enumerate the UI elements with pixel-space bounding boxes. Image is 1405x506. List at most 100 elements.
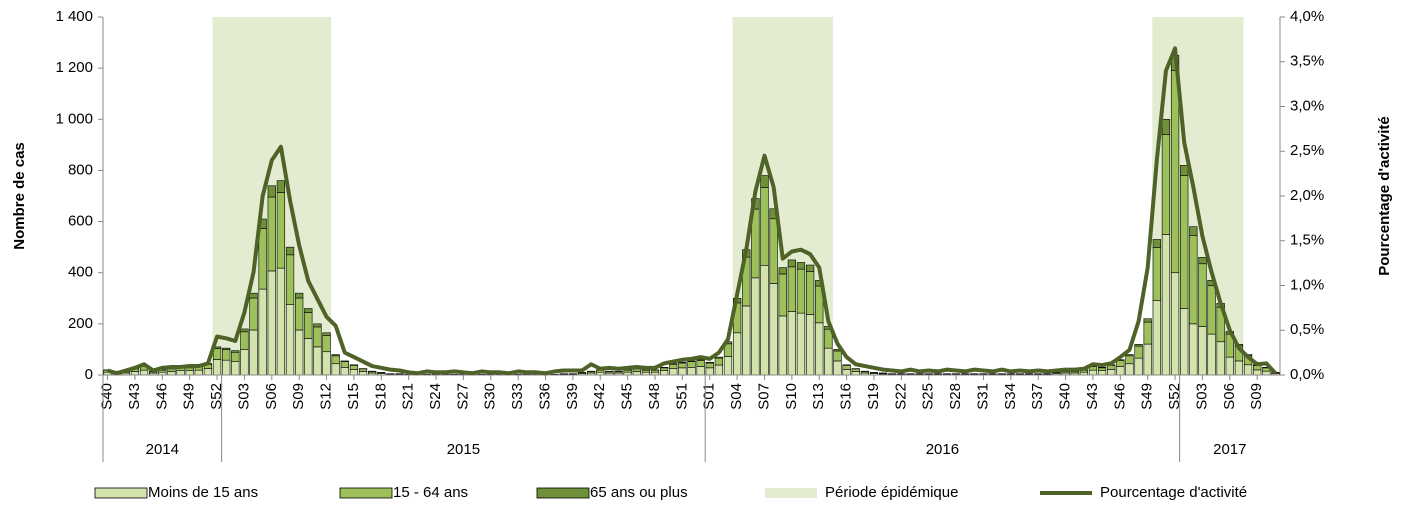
x-tick-label: S51 — [673, 383, 690, 410]
bar-segment — [349, 369, 359, 376]
x-tick-label: S27 — [454, 383, 471, 410]
x-tick-label: S52 — [208, 383, 225, 410]
bar-segment — [1198, 263, 1207, 327]
x-tick-label: S16 — [838, 383, 855, 410]
x-tick-label: S34 — [1002, 383, 1019, 410]
x-tick-label: S10 — [783, 383, 800, 410]
bar-segment — [805, 314, 815, 376]
bar-segment — [842, 364, 851, 366]
bar-segment — [1198, 326, 1207, 376]
legend-swatch — [339, 487, 393, 499]
y2-tick-label: 3,5% — [1290, 53, 1324, 70]
x-tick-label: S43 — [1084, 383, 1101, 410]
y-tick-label: 1 000 — [55, 110, 93, 127]
bar-segment — [313, 323, 322, 328]
bar-segment — [714, 357, 724, 366]
y2-axis-label: Pourcentage d'activité — [1376, 116, 1393, 275]
bar-segment — [915, 373, 924, 375]
bar-segment — [1125, 363, 1134, 376]
bar-segment — [1225, 356, 1234, 376]
x-tick-label: S46 — [153, 383, 170, 410]
bar-segment — [979, 373, 988, 375]
bar-segment — [231, 351, 240, 363]
bar-segment — [1097, 367, 1107, 371]
bar-segment — [231, 361, 240, 376]
x-tick-label: S04 — [728, 383, 745, 410]
bar-segment — [1253, 369, 1262, 376]
bar-segment — [1097, 367, 1107, 369]
bar-segment — [696, 359, 705, 361]
bar-segment — [970, 373, 979, 375]
bar-segment — [1180, 308, 1189, 376]
bar-segment — [687, 361, 696, 368]
bar-segment — [1134, 344, 1143, 347]
y2-tick-label: 0,0% — [1290, 366, 1324, 383]
bar-segment — [313, 326, 322, 348]
bar-segment — [1143, 343, 1152, 376]
bar-segment — [322, 335, 331, 353]
bar-segment — [842, 369, 851, 376]
y2-tick-label: 3,0% — [1290, 97, 1324, 114]
x-tick-label: S03 — [235, 383, 252, 410]
bar-segment — [1170, 272, 1180, 376]
x-tick-label: S06 — [1221, 383, 1238, 410]
bar-segment — [167, 371, 176, 376]
bar-segment — [1143, 318, 1152, 323]
bar-segment — [1143, 321, 1152, 345]
bar-segment — [240, 331, 249, 350]
bar-segment — [796, 268, 806, 314]
bar-segment — [742, 305, 751, 376]
bar-segment — [988, 373, 997, 375]
bar-segment — [285, 246, 295, 256]
x-tick-label: S39 — [564, 383, 581, 410]
bar-segment — [331, 355, 340, 365]
bar-segment — [249, 292, 258, 299]
bar-segment — [222, 349, 231, 361]
x-tick-label: S43 — [126, 383, 143, 410]
bar-segment — [167, 368, 176, 372]
group-label: 2017 — [1213, 441, 1246, 458]
bar-segment — [796, 312, 806, 376]
bar-segment — [1125, 355, 1134, 365]
bar-segment — [222, 347, 231, 350]
bar-segment — [1116, 360, 1125, 367]
y-tick-label: 0 — [85, 366, 93, 383]
bar-segment — [1116, 366, 1125, 376]
x-tick-label: S40 — [99, 383, 116, 410]
x-tick-label: S06 — [263, 383, 280, 410]
bar-segment — [559, 373, 568, 375]
x-tick-label: S01 — [701, 383, 718, 410]
x-tick-label: S40 — [1057, 383, 1074, 410]
bar-segment — [340, 367, 349, 376]
legend-swatch — [536, 487, 590, 499]
bar-segment — [751, 277, 760, 376]
group-label: 2015 — [447, 441, 480, 458]
bar-segment — [778, 267, 787, 275]
bar-segment — [641, 369, 651, 373]
bar-segment — [1097, 370, 1107, 376]
bar-segment — [787, 266, 796, 312]
x-tick-label: S21 — [400, 383, 417, 410]
y2-tick-label: 2,0% — [1290, 187, 1324, 204]
legend-label: 15 - 64 ans — [393, 484, 468, 501]
bar-segment — [705, 367, 714, 376]
bar-segment — [997, 373, 1006, 375]
x-tick-label: S18 — [372, 383, 389, 410]
legend-label: Pourcentage d'activité — [1100, 484, 1247, 501]
bar-segment — [185, 370, 194, 376]
legend-label: 65 ans ou plus — [590, 484, 688, 501]
bar-segment — [349, 364, 359, 366]
bar-segment — [240, 349, 249, 376]
bar-segment — [687, 360, 696, 363]
bar-segment — [1152, 300, 1161, 376]
bar-segment — [349, 364, 359, 370]
bar-segment — [304, 338, 313, 376]
bar-segment — [295, 292, 304, 299]
y-axis-label: Nombre de cas — [11, 142, 28, 250]
bar-segment — [276, 180, 286, 193]
legend-swatch — [94, 487, 148, 499]
bar-segment — [322, 351, 331, 376]
bar-segment — [1134, 345, 1143, 359]
bar-segment — [833, 360, 842, 376]
